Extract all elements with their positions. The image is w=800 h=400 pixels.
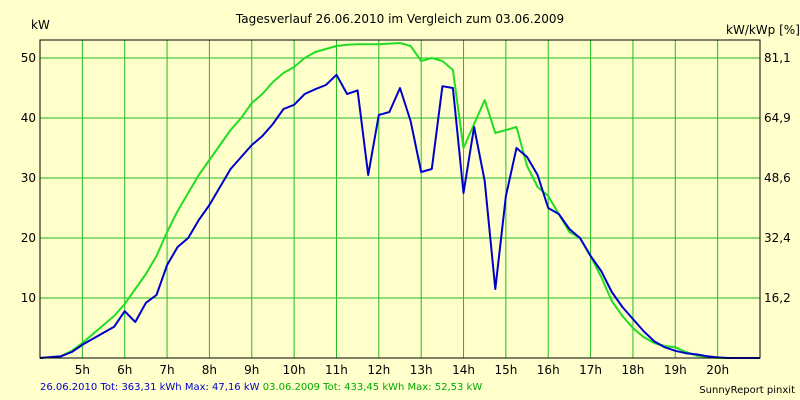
series-line-26-06-2010 [39,73,760,359]
footer-credit: SunnyReport pinxit [699,385,795,396]
chart-title: Tagesverlauf 26.06.2010 im Vergleich zum… [235,12,564,26]
y-left-tick-label: 10 [21,291,36,305]
footer-series1-label: 26.06.2010 [40,382,98,393]
y-axis-right-label: kW/kWp [%] [726,23,800,37]
y-left-tick-label: 30 [21,171,36,185]
footer-series2-stats: Tot: 433,45 kWh Max: 52,53 kW [323,382,483,393]
x-tick-label: 13h [410,363,433,377]
x-tick-label: 11h [325,363,348,377]
x-tick-label: 18h [622,363,645,377]
x-tick-label: 20h [706,363,729,377]
series-lines [39,42,760,359]
x-tick-label: 16h [537,363,560,377]
x-tick-label: 8h [202,363,217,377]
y-right-tick-label: 32,4 [764,231,791,245]
footer-summary: 26.06.2010 Tot: 363,31 kWh Max: 47,16 kW… [40,382,482,393]
y-left-tick-label: 20 [21,231,36,245]
y-right-tick-label: 81,1 [764,51,791,65]
x-tick-label: 17h [579,363,602,377]
tick-labels: 5h 6h 7h 8h 9h 10h 11h 12h 13h 14h 15h 16h 17h 18h 19h… [21,51,791,377]
y-left-tick-label: 40 [21,111,36,125]
y-right-tick-label: 48,6 [764,171,791,185]
plot-frame [39,39,761,359]
grid [40,40,760,358]
footer-series2-label: 03.06.2009 [262,382,320,393]
x-tick-label: 12h [367,363,390,377]
x-tick-label: 10h [283,363,306,377]
x-tick-label: 15h [494,363,517,377]
footer-series1-stats: Tot: 363,31 kWh Max: 47,16 kW [100,382,260,393]
x-tick-label: 14h [452,363,475,377]
y-left-tick-label: 50 [21,51,36,65]
x-tick-label: 5h [75,363,90,377]
series-line-03-06-2009 [39,42,760,359]
y-right-tick-label: 64,9 [764,111,791,125]
x-tick-label: 7h [159,363,174,377]
x-tick-label: 6h [117,363,132,377]
x-tick-label: 19h [664,363,687,377]
x-tick-label: 9h [244,363,259,377]
y-right-tick-label: 16,2 [764,291,791,305]
y-axis-left-label: kW [31,18,50,32]
